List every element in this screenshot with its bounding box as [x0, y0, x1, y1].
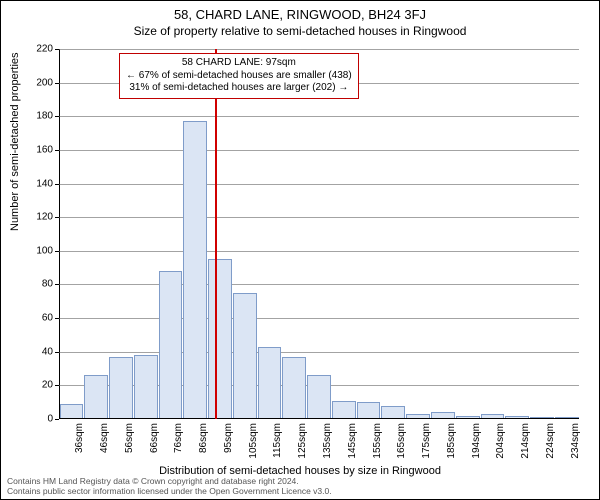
bars-group — [59, 49, 579, 419]
annotation-line: 31% of semi-detached houses are larger (… — [126, 82, 352, 95]
y-tick-label: 20 — [42, 380, 53, 391]
x-tick-label: 165sqm — [396, 423, 407, 459]
histogram-bar — [60, 404, 84, 419]
y-axis-label: Number of semi-detached properties — [9, 52, 21, 231]
x-tick-label: 95sqm — [223, 423, 234, 453]
x-tick-label: 194sqm — [471, 423, 482, 459]
x-tick-label: 214sqm — [520, 423, 531, 459]
x-tick-label: 46sqm — [99, 423, 110, 453]
x-tick-label: 234sqm — [570, 423, 581, 459]
y-tick-label: 100 — [36, 245, 53, 256]
x-tick-label: 175sqm — [421, 423, 432, 459]
x-tick-label: 125sqm — [297, 423, 308, 459]
chart-title: 58, CHARD LANE, RINGWOOD, BH24 3FJ — [1, 7, 599, 22]
x-tick-label: 36sqm — [74, 423, 85, 453]
histogram-bar — [307, 375, 331, 419]
histogram-bar — [159, 271, 183, 419]
x-tick-label: 56sqm — [124, 423, 135, 453]
y-tick-label: 200 — [36, 77, 53, 88]
x-tick-label: 204sqm — [495, 423, 506, 459]
x-tick-label: 155sqm — [372, 423, 383, 459]
x-tick-label: 224sqm — [545, 423, 556, 459]
x-tick-label: 115sqm — [272, 423, 283, 458]
x-tick-label: 105sqm — [248, 423, 259, 459]
y-tick-label: 40 — [42, 346, 53, 357]
y-tick-label: 180 — [36, 111, 53, 122]
y-tick-label: 140 — [36, 178, 53, 189]
x-axis — [59, 418, 579, 419]
histogram-bar — [332, 401, 356, 420]
reference-line — [215, 49, 217, 419]
histogram-bar — [381, 406, 405, 419]
histogram-bar — [258, 347, 282, 419]
y-tick-label: 0 — [47, 414, 53, 425]
x-tick-label: 66sqm — [149, 423, 160, 453]
histogram-bar — [357, 402, 381, 419]
histogram-bar — [208, 259, 232, 419]
x-tick-label: 76sqm — [173, 423, 184, 453]
chart-subtitle: Size of property relative to semi-detach… — [1, 24, 599, 38]
footer: Contains HM Land Registry data © Crown c… — [7, 477, 593, 497]
annotation-line: ← 67% of semi-detached houses are smalle… — [126, 70, 352, 83]
histogram-bar — [84, 375, 108, 419]
y-tick-label: 120 — [36, 212, 53, 223]
x-tick-label: 135sqm — [322, 423, 333, 459]
plot-area: 020406080100120140160180200220 36sqm46sq… — [59, 49, 579, 419]
histogram-bar — [134, 355, 158, 419]
x-tick-label: 86sqm — [198, 423, 209, 453]
histogram-bar — [282, 357, 306, 419]
x-tick-label: 145sqm — [347, 423, 358, 459]
y-tick-label: 80 — [42, 279, 53, 290]
y-tick-label: 220 — [36, 44, 53, 55]
y-tick-label: 60 — [42, 313, 53, 324]
histogram-bar — [109, 357, 133, 419]
footer-line-2: Contains public sector information licen… — [7, 487, 593, 497]
histogram-bar — [233, 293, 257, 419]
histogram-bar — [183, 121, 207, 419]
y-tick-label: 160 — [36, 144, 53, 155]
x-tick-label: 185sqm — [446, 423, 457, 459]
annotation-box: 58 CHARD LANE: 97sqm← 67% of semi-detach… — [119, 53, 359, 99]
annotation-line: 58 CHARD LANE: 97sqm — [126, 57, 352, 70]
x-axis-label: Distribution of semi-detached houses by … — [1, 465, 599, 477]
chart-container: 58, CHARD LANE, RINGWOOD, BH24 3FJ Size … — [0, 0, 600, 500]
